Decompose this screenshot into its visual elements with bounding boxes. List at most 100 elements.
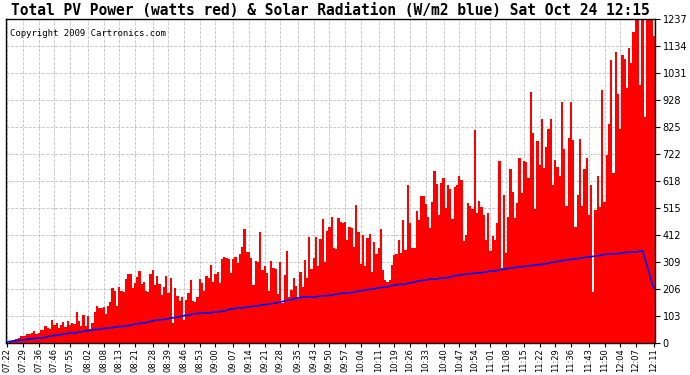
Bar [357, 232, 359, 342]
Bar [572, 140, 574, 342]
Bar [246, 252, 248, 342]
Bar [31, 333, 33, 342]
Bar [174, 288, 177, 342]
Bar [206, 276, 208, 342]
Bar [310, 269, 313, 342]
Bar [368, 234, 371, 342]
Bar [308, 237, 310, 342]
Bar [282, 303, 284, 342]
Bar [359, 264, 362, 342]
Bar [319, 239, 322, 342]
Bar [518, 159, 521, 342]
Bar [444, 208, 447, 342]
Bar [339, 222, 342, 342]
Bar [170, 278, 172, 342]
Bar [145, 291, 147, 342]
Bar [525, 162, 527, 342]
Bar [337, 218, 339, 342]
Bar [447, 185, 449, 342]
Bar [371, 272, 373, 342]
Bar [426, 216, 429, 342]
Bar [550, 119, 552, 342]
Bar [107, 306, 109, 342]
Bar [165, 276, 168, 342]
Bar [82, 315, 85, 342]
Bar [208, 278, 210, 342]
Bar [395, 254, 397, 342]
Bar [134, 283, 136, 342]
Bar [156, 276, 159, 342]
Bar [406, 185, 409, 342]
Bar [397, 240, 400, 342]
Bar [188, 293, 190, 342]
Bar [653, 36, 655, 342]
Bar [366, 238, 368, 342]
Bar [105, 314, 107, 342]
Bar [179, 301, 181, 342]
Bar [435, 183, 438, 342]
Bar [141, 284, 143, 342]
Bar [91, 323, 94, 342]
Bar [11, 341, 13, 342]
Bar [177, 297, 179, 342]
Bar [53, 325, 56, 342]
Bar [304, 260, 306, 342]
Bar [458, 176, 460, 342]
Bar [163, 286, 165, 342]
Bar [498, 161, 500, 342]
Bar [595, 210, 597, 342]
Bar [530, 93, 532, 342]
Bar [42, 330, 44, 342]
Bar [393, 255, 395, 342]
Bar [235, 257, 237, 342]
Bar [293, 278, 295, 342]
Bar [619, 129, 621, 342]
Bar [534, 209, 536, 342]
Bar [127, 274, 129, 342]
Bar [324, 262, 326, 342]
Bar [606, 155, 608, 342]
Bar [326, 231, 328, 342]
Bar [429, 228, 431, 342]
Bar [449, 189, 451, 342]
Bar [203, 291, 206, 342]
Bar [579, 139, 581, 342]
Bar [125, 279, 127, 342]
Bar [302, 286, 304, 342]
Bar [570, 102, 572, 342]
Bar [388, 280, 391, 342]
Bar [474, 130, 476, 342]
Bar [136, 277, 138, 342]
Bar [633, 32, 635, 342]
Bar [299, 272, 302, 342]
Bar [60, 325, 62, 342]
Bar [630, 63, 633, 342]
Bar [35, 334, 38, 342]
Bar [545, 147, 547, 342]
Bar [143, 282, 145, 342]
Bar [120, 291, 123, 342]
Bar [404, 250, 406, 342]
Bar [239, 254, 241, 342]
Bar [317, 266, 319, 342]
Bar [228, 259, 230, 342]
Bar [469, 206, 471, 342]
Bar [58, 328, 60, 342]
Bar [29, 334, 31, 342]
Bar [599, 207, 601, 342]
Bar [273, 268, 275, 342]
Bar [331, 217, 333, 342]
Bar [615, 53, 617, 342]
Bar [351, 228, 353, 342]
Bar [40, 330, 42, 342]
Bar [590, 185, 592, 342]
Bar [315, 237, 317, 342]
Bar [248, 252, 250, 342]
Bar [509, 169, 512, 342]
Bar [279, 262, 282, 342]
Bar [377, 248, 380, 342]
Bar [503, 195, 505, 342]
Bar [161, 295, 163, 342]
Bar [384, 280, 386, 342]
Bar [413, 248, 415, 342]
